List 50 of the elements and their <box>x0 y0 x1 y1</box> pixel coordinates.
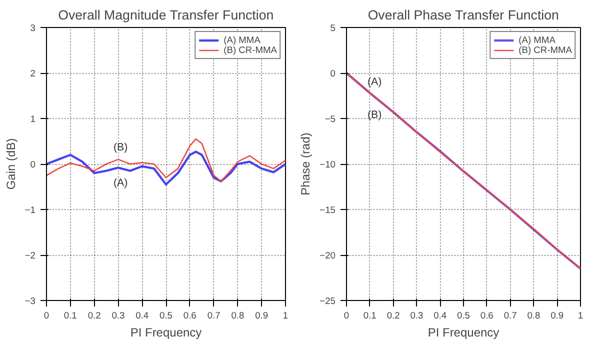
y-tick-label: 1 <box>30 114 36 124</box>
legend-label: (A) MMA <box>518 35 556 45</box>
x-tick-label: 1 <box>578 310 584 320</box>
y-tick-label: −3 <box>24 296 36 306</box>
y-axis-title: Phase (rad) <box>298 132 313 196</box>
x-tick-label: 0.5 <box>457 310 470 320</box>
legend-label: (B) CR-MMA <box>518 45 572 55</box>
legend-label: (A) MMA <box>224 35 260 45</box>
x-tick-label: 0 <box>344 310 350 320</box>
x-axis-title: PI Frequency <box>130 326 202 340</box>
y-tick-label: −15 <box>320 205 336 215</box>
y-tick-label: 3 <box>30 23 36 33</box>
x-tick-label: 0.6 <box>480 310 494 320</box>
y-tick-label: −5 <box>324 114 336 124</box>
annotation: (A) <box>367 76 382 88</box>
x-tick-label: 0.6 <box>183 310 196 320</box>
x-tick-label: 0.5 <box>160 310 172 320</box>
x-tick-label: 0.8 <box>231 310 244 320</box>
x-tick-label: 0.4 <box>136 310 149 320</box>
x-tick-label: 0.3 <box>112 310 125 320</box>
y-tick-label: 5 <box>330 23 336 33</box>
x-tick-label: 0.4 <box>434 310 447 320</box>
x-tick-label: 0.7 <box>207 310 220 320</box>
y-tick-label: −2 <box>24 250 36 260</box>
y-tick-label: −20 <box>320 250 336 260</box>
annotation: (B) <box>367 108 382 121</box>
y-tick-label: 2 <box>30 68 36 78</box>
y-tick-label: 0 <box>30 160 36 170</box>
y-tick-label: −1 <box>24 205 36 215</box>
x-tick-label: 0 <box>44 310 50 320</box>
x-tick-label: 1 <box>282 310 288 320</box>
x-tick-label: 0.3 <box>410 310 424 320</box>
x-tick-label: 0.9 <box>255 310 268 320</box>
y-axis-title: Gain (dB) <box>4 138 18 190</box>
chart-title: Overall Magnitude Transfer Function <box>58 8 274 22</box>
x-axis-title: PI Frequency <box>428 326 500 340</box>
x-tick-label: 0.2 <box>88 310 101 320</box>
y-tick-label: −10 <box>320 160 336 170</box>
legend-label: (B) CR-MMA <box>224 45 277 55</box>
chart-title: Overall Phase Transfer Function <box>368 8 559 22</box>
y-tick-label: −25 <box>320 296 336 306</box>
x-tick-label: 0.7 <box>504 310 517 320</box>
annotation: (A) <box>113 177 128 190</box>
x-tick-label: 0.8 <box>527 310 540 320</box>
y-tick-label: 0 <box>330 68 336 78</box>
x-tick-label: 0.1 <box>363 310 376 320</box>
x-tick-label: 0.2 <box>386 310 400 320</box>
annotation: (B) <box>113 142 128 154</box>
x-tick-label: 0.9 <box>550 310 564 320</box>
x-tick-label: 0.1 <box>64 310 77 320</box>
